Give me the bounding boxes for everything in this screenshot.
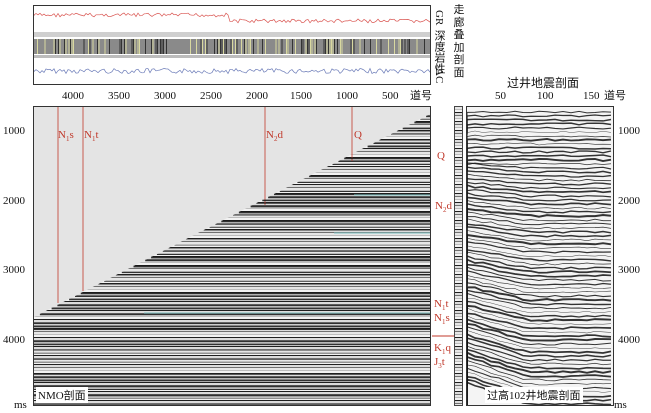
ws-y-tick: 1000 [618, 125, 640, 137]
corridor-label-q: Q [437, 150, 445, 162]
horizon-label-n1t: N1t [84, 129, 99, 144]
corridor-stack-strip [454, 106, 463, 406]
ws-y-tick: 4000 [618, 334, 640, 346]
corridor-title: 走 廊 叠 加 剖 面 [453, 4, 465, 79]
nmo-x-tick: 3500 [108, 90, 130, 102]
corridor-label-n1s: N1s [434, 312, 450, 327]
horizon-label-n1s: N1s [58, 129, 74, 144]
horizon-label-q: Q [354, 129, 362, 141]
ws-x-tick: 50 [495, 90, 506, 102]
corridor-label-j3t: J3t [434, 356, 445, 371]
ac-curve [34, 67, 430, 75]
nmo-x-tick: 3000 [154, 90, 176, 102]
nmo-y-unit: ms [14, 399, 27, 411]
nmo-x-tick: 2500 [200, 90, 222, 102]
depth-track [34, 32, 430, 37]
nmo-x-tick: 1500 [290, 90, 312, 102]
nmo-x-tick: 4000 [62, 90, 84, 102]
nmo-x-tick: 2000 [246, 90, 268, 102]
ws-y-unit: ms [614, 399, 627, 411]
corridor-label-n2d: N2d [435, 200, 452, 215]
well-log-label-lith: 深度岩性 [433, 30, 445, 74]
ws-x-tick: 150 [583, 90, 600, 102]
nmo-y-tick: 2000 [3, 195, 25, 207]
well-log-label-gr: GR [433, 10, 445, 26]
nmo-y-tick: 4000 [3, 334, 25, 346]
ws-x-tick: 100 [537, 90, 554, 102]
well-seismic-reflectors [467, 110, 612, 405]
nmo-y-tick: 3000 [3, 264, 25, 276]
nmo-caption: NMO剖面 [36, 387, 88, 403]
well-log-curves [34, 12, 430, 75]
gr-curve [34, 12, 430, 24]
corridor-label-n1t: N1t [434, 298, 449, 313]
ws-y-tick: 3000 [618, 264, 640, 276]
corridor-label-k1q: K1q [434, 342, 451, 357]
well-seismic-title: 过井地震剖面 [507, 76, 580, 90]
horizon-label-n2d: N2d [266, 129, 283, 144]
nmo-x-tick: 1000 [336, 90, 358, 102]
nmo-x-tick: 500 [382, 90, 399, 102]
well-seismic-caption: 过高102井地震剖面 [485, 387, 583, 403]
nmo-muted-zone [34, 107, 430, 317]
nmo-overlay [34, 107, 430, 405]
nmo-section: N1s N1t N2d Q NMO剖面 [33, 106, 431, 406]
ws-y-tick: 2000 [618, 195, 640, 207]
well-seismic-section: 过高102井地震剖面 [466, 106, 614, 406]
well-log-label-ac: AC [433, 68, 445, 84]
nmo-y-tick: 1000 [3, 125, 25, 137]
ws-x-axis-name: 道号 [604, 90, 626, 102]
well-log-panel [33, 5, 431, 85]
nmo-x-axis-name: 道号 [410, 90, 432, 102]
corridor-horizon-column: Q N2d N1t N1s K1q J3t [432, 106, 454, 406]
